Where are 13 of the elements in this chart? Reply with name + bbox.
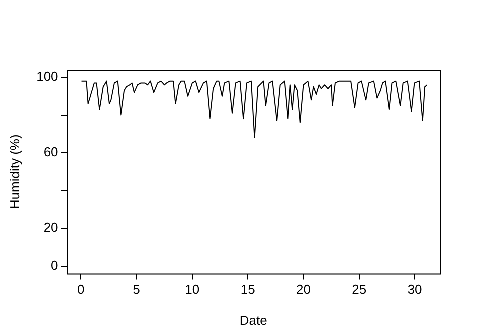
y-axis-title: Humidity (%) xyxy=(7,134,22,210)
x-tick-label: 15 xyxy=(240,282,256,298)
y-tick-label: 0 xyxy=(51,258,58,273)
y-tick-label: 60 xyxy=(44,144,58,160)
y-tick-label: 100 xyxy=(36,69,58,84)
x-tick-label: 10 xyxy=(185,282,200,298)
x-tick-label: 5 xyxy=(133,282,140,298)
x-tick-label: 30 xyxy=(408,282,422,298)
y-tick-label: 20 xyxy=(44,220,58,236)
x-tick-label: 20 xyxy=(296,282,311,298)
x-tick-label: 0 xyxy=(77,282,85,298)
x-tick-label: 25 xyxy=(352,282,367,298)
x-axis-title: Date xyxy=(240,312,268,328)
